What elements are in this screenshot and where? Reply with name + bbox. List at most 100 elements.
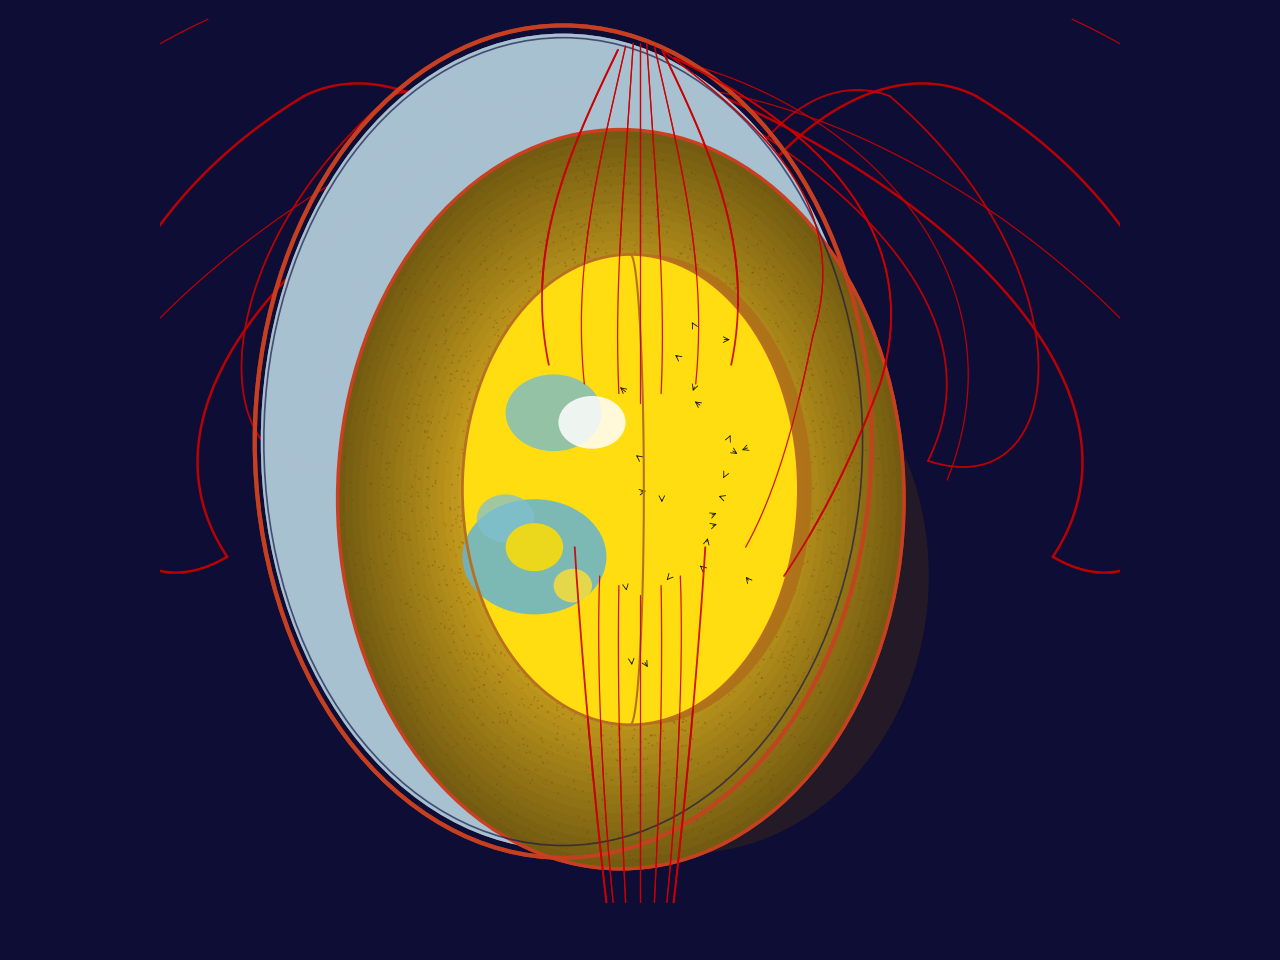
- Point: [371, 654, 392, 669]
- Point: [493, 666, 513, 682]
- Point: [590, 848, 611, 863]
- Point: [548, 743, 568, 758]
- Point: [646, 562, 667, 577]
- Point: [744, 334, 764, 349]
- Point: [497, 636, 517, 651]
- Point: [582, 812, 603, 828]
- Point: [511, 635, 531, 650]
- Point: [730, 476, 750, 492]
- Point: [632, 703, 653, 718]
- Point: [645, 332, 666, 348]
- Point: [417, 500, 438, 516]
- Point: [424, 295, 444, 310]
- Point: [451, 232, 471, 248]
- Point: [686, 812, 707, 828]
- Point: [741, 723, 762, 738]
- Point: [582, 763, 603, 779]
- Point: [504, 385, 525, 400]
- Point: [768, 413, 788, 428]
- Point: [744, 425, 764, 441]
- Ellipse shape: [394, 204, 847, 795]
- Point: [495, 309, 516, 324]
- Point: [632, 587, 653, 602]
- Point: [433, 307, 453, 323]
- Point: [516, 405, 536, 420]
- Point: [760, 711, 781, 727]
- Point: [550, 303, 571, 319]
- Point: [380, 622, 401, 637]
- Point: [719, 562, 740, 577]
- Point: [662, 711, 682, 727]
- Point: [374, 526, 394, 541]
- Point: [769, 450, 790, 466]
- Point: [571, 637, 591, 653]
- Point: [489, 812, 509, 828]
- Point: [518, 700, 539, 715]
- Point: [748, 612, 768, 628]
- Point: [703, 417, 723, 432]
- Point: [826, 507, 846, 522]
- Point: [599, 195, 620, 210]
- Point: [598, 159, 618, 175]
- Point: [580, 679, 600, 694]
- Point: [603, 156, 623, 172]
- Point: [581, 767, 602, 782]
- Point: [755, 281, 776, 297]
- Point: [777, 226, 797, 241]
- Point: [722, 521, 742, 537]
- Point: [511, 635, 531, 650]
- Point: [666, 686, 686, 702]
- Point: [701, 830, 722, 846]
- Point: [634, 752, 654, 767]
- Point: [773, 655, 794, 670]
- Point: [636, 185, 657, 201]
- Point: [764, 267, 785, 282]
- Point: [735, 406, 755, 421]
- Point: [584, 228, 604, 244]
- Point: [584, 495, 604, 511]
- Point: [378, 299, 398, 314]
- Point: [375, 356, 396, 372]
- Point: [828, 343, 849, 358]
- Point: [739, 527, 759, 542]
- Point: [621, 569, 641, 585]
- Point: [554, 484, 575, 499]
- Point: [822, 545, 842, 561]
- Point: [835, 284, 855, 300]
- Point: [659, 149, 680, 164]
- Point: [570, 281, 590, 297]
- Point: [460, 692, 480, 708]
- Point: [641, 728, 662, 743]
- Point: [632, 234, 653, 250]
- Point: [791, 490, 812, 505]
- Point: [717, 812, 737, 828]
- Point: [849, 591, 869, 607]
- Point: [508, 391, 529, 406]
- Point: [772, 722, 792, 737]
- Point: [503, 545, 524, 561]
- Point: [728, 776, 749, 791]
- Point: [640, 461, 660, 476]
- Point: [397, 409, 417, 424]
- Point: [626, 764, 646, 780]
- Point: [467, 372, 488, 388]
- Point: [723, 535, 744, 550]
- Point: [680, 570, 700, 586]
- Point: [493, 206, 513, 222]
- Point: [691, 521, 712, 537]
- Point: [733, 474, 754, 490]
- Point: [608, 834, 628, 850]
- Point: [851, 430, 872, 445]
- Point: [412, 737, 433, 753]
- Point: [577, 272, 598, 287]
- Point: [563, 265, 584, 280]
- Point: [445, 656, 466, 671]
- Point: [531, 698, 552, 713]
- Point: [737, 660, 758, 675]
- Point: [644, 367, 664, 382]
- Point: [520, 408, 540, 423]
- Point: [452, 514, 472, 529]
- Point: [780, 684, 800, 699]
- Point: [506, 403, 526, 419]
- Point: [612, 287, 632, 302]
